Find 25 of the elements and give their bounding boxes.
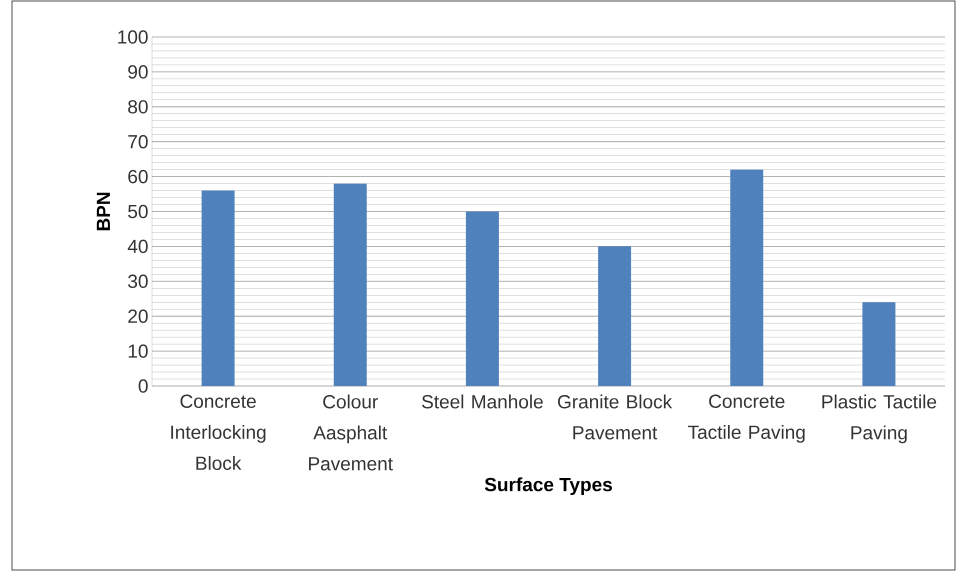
bar	[202, 190, 235, 386]
y-tick-label: 30	[128, 274, 148, 288]
y-tick-label: 80	[128, 100, 148, 114]
y-tick-label: 50	[128, 204, 148, 218]
y-tick-label: 60	[128, 170, 148, 184]
y-tick-label: 10	[128, 344, 148, 358]
x-tick-label: Granite Block Pavement	[558, 394, 672, 440]
x-axis-title: Surface Types	[484, 477, 612, 496]
y-tick-label: 70	[128, 134, 148, 148]
x-tick-label: Concrete Interlocking Block	[171, 394, 266, 470]
x-tick-label: Concrete Tactile Paving	[688, 394, 805, 443]
y-axis-title: BPN	[96, 192, 110, 230]
bar	[730, 170, 764, 386]
bar	[862, 302, 896, 386]
x-tick-label: Plastic Tactile Paving	[822, 394, 936, 444]
bar	[598, 246, 632, 386]
y-tick-label: 100	[118, 30, 148, 44]
x-tick-label: Colour Aasphalt Pavement	[309, 394, 393, 470]
y-tick-label: 0	[138, 379, 148, 393]
y-tick-label: 40	[128, 240, 148, 254]
bar	[334, 184, 367, 386]
x-tick-label: Steel Manhole	[422, 394, 543, 408]
y-tick-label: 20	[128, 309, 148, 323]
bar	[466, 211, 499, 386]
y-tick-label: 90	[128, 65, 148, 79]
